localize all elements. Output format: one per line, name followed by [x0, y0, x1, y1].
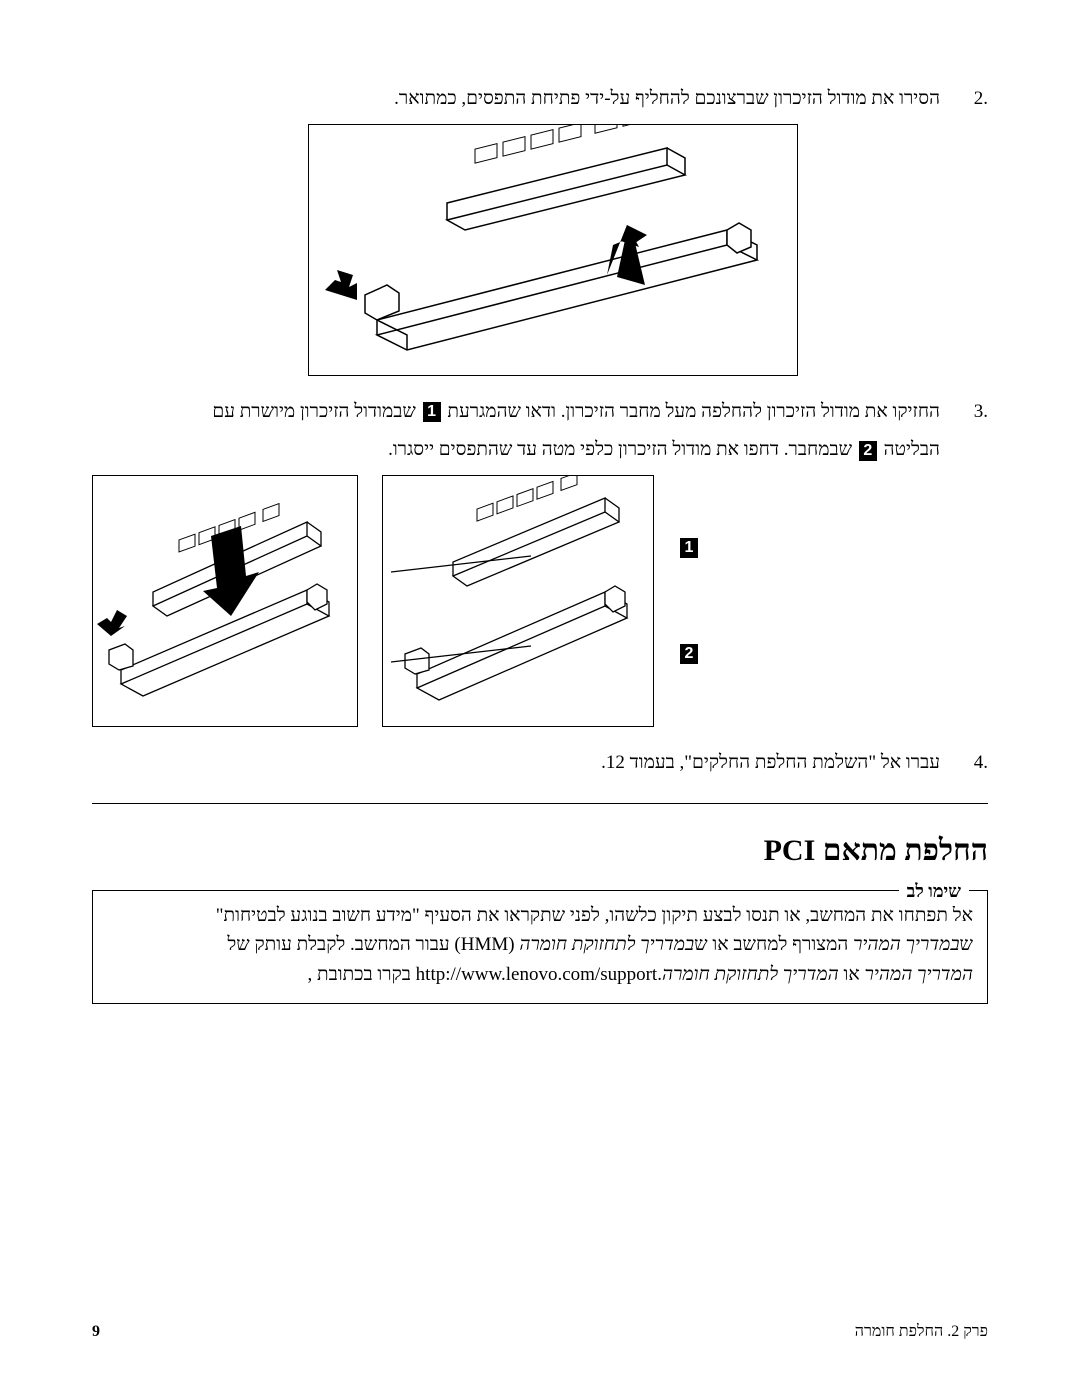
note-line1: אל תפתחו את המחשב, או תנסו לבצע תיקון כל…: [107, 901, 973, 930]
figure-1: [308, 124, 798, 376]
section-title: החלפת מתאם PCI: [92, 834, 988, 868]
note-box: שימו לב אל תפתחו את המחשב, או תנסו לבצע …: [92, 890, 988, 1004]
callout-2-inline: 2: [859, 441, 877, 461]
figure-2b: [92, 475, 358, 727]
step-3-cont-a: הבליטה: [879, 439, 940, 460]
step-2: .2 הסירו את מודול הזיכרון שברצונכם להחלי…: [92, 85, 988, 114]
step-3-text-a: החזיקו את מודול הזיכרון להחלפה מעל מחבר …: [443, 401, 940, 422]
figure-2-callouts: 1 2: [678, 538, 700, 664]
step-3-text-b: שבמודול הזיכרון מיושרת עם: [212, 401, 420, 422]
step-3: .3 החזיקו את מודול הזיכרון להחלפה מעל מח…: [92, 398, 988, 427]
page-number: 9: [92, 1323, 100, 1341]
step-2-text: הסירו את מודול הזיכרון שברצונכם להחליף ע…: [92, 85, 940, 114]
page-root: .2 הסירו את מודול הזיכרון שברצונכם להחלי…: [0, 0, 1080, 1397]
page-footer: 9 פרק 2. החלפת חומרה: [92, 1323, 988, 1341]
step-3-cont-b: שבמחבר. דחפו את מודול הזיכרון כלפי מטה ע…: [388, 439, 857, 460]
figure-2b-svg: [91, 476, 357, 728]
step-4: .4 עברו אל "השלמת החלפת החלקים", בעמוד 1…: [92, 749, 988, 778]
note-line2: שבמדריך המהיר המצורף למחשב או שבמדריך לת…: [107, 930, 973, 959]
step-3-cont: הבליטה 2 שבמחבר. דחפו את מודול הזיכרון כ…: [92, 436, 940, 465]
note-label: שימו לב: [899, 878, 969, 906]
callout-box-1: 1: [680, 538, 698, 558]
step-4-num: .4: [940, 749, 988, 778]
note-line3: המדריך המהיר או המדריך לתחזוקת חומרה, בק…: [107, 960, 973, 989]
section-rule: [92, 803, 988, 804]
figure-1-svg: [307, 125, 797, 377]
figure-2a: [382, 475, 654, 727]
callout-box-2: 2: [680, 644, 698, 664]
figure-1-wrap: [92, 124, 798, 376]
step-3-text: החזיקו את מודול הזיכרון להחלפה מעל מחבר …: [92, 398, 940, 427]
figure-2a-svg: [381, 476, 653, 728]
figure-2-row: 1 2: [92, 475, 868, 727]
callout-1-inline: 1: [423, 402, 441, 422]
step-4-text: עברו אל "השלמת החלפת החלקים", בעמוד 12.: [92, 749, 940, 778]
step-2-num: .2: [940, 85, 988, 114]
step-3-num: .3: [940, 398, 988, 427]
footer-chapter: פרק 2. החלפת חומרה: [855, 1323, 988, 1341]
